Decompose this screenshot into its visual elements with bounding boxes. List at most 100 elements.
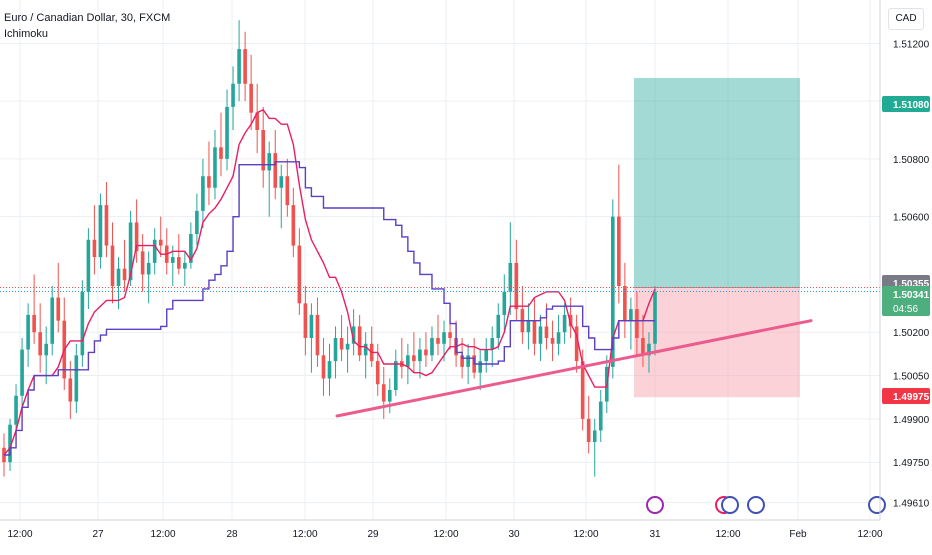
target-zone	[634, 78, 800, 288]
candle-body	[635, 309, 639, 338]
candle-body	[128, 222, 133, 281]
y-tick-label: 1.50200	[893, 328, 930, 339]
candle-body	[249, 83, 253, 113]
x-tick-label: 31	[649, 529, 661, 540]
candle-body	[170, 257, 175, 263]
candle-body	[176, 257, 181, 269]
event-marker-icon	[747, 496, 765, 514]
candle-body	[285, 176, 290, 206]
candle-body	[562, 314, 567, 333]
event-marker-icon	[646, 496, 664, 514]
symbol-title[interactable]: Euro / Canadian Dollar, 30, FXCM	[4, 12, 171, 24]
candle-body	[56, 297, 61, 321]
candle-body	[508, 262, 513, 292]
price-label-box	[882, 388, 930, 404]
candle-body	[273, 153, 278, 188]
candle-body	[357, 326, 362, 356]
candle-body	[267, 153, 272, 171]
candle-body	[418, 349, 422, 362]
candle-body	[158, 239, 163, 246]
price-label: 1.51080	[893, 100, 930, 111]
candle-body	[32, 314, 36, 333]
candle-body	[122, 268, 127, 281]
y-tick-label: 1.50600	[893, 213, 930, 224]
base-line	[4, 161, 655, 456]
price-label-box	[882, 96, 930, 112]
trend-line	[335, 319, 813, 418]
chart-legend: Euro / Canadian Dollar, 30, FXCM Ichimok…	[4, 10, 170, 42]
candle-body	[321, 355, 326, 379]
y-tick-label: 1.51200	[893, 39, 930, 50]
candle-body	[375, 361, 380, 385]
candle-body	[436, 338, 440, 344]
price-label: 1.50341	[893, 290, 930, 301]
candle-body	[225, 106, 229, 159]
candle-body	[580, 361, 585, 419]
candle-body	[207, 176, 211, 188]
stop-zone	[634, 287, 800, 398]
countdown-label: 04:56	[893, 304, 918, 315]
candle-body	[466, 355, 470, 367]
x-tick-label: Feb	[789, 529, 807, 540]
event-marker-icon	[868, 496, 886, 514]
candle-body	[213, 147, 217, 188]
price-label: 1.50355	[893, 279, 930, 290]
currency-button[interactable]: CAD	[888, 8, 924, 30]
indicator-label[interactable]: Ichimoku	[4, 28, 49, 40]
candle-body	[8, 424, 12, 463]
candle-body	[484, 349, 489, 362]
candle-body	[68, 378, 73, 402]
candle-body	[243, 49, 247, 84]
candle-body	[327, 361, 332, 379]
candle-body	[98, 205, 103, 258]
candle-body	[381, 384, 386, 402]
candle-body	[351, 326, 356, 344]
price-label: 1.49975	[893, 392, 930, 403]
candle-body	[110, 245, 115, 286]
x-tick-label: 12:00	[573, 529, 598, 540]
candle-body	[146, 262, 151, 275]
candle-body	[231, 83, 235, 107]
candle-body	[152, 239, 157, 263]
candle-body	[574, 326, 579, 362]
candle-body	[255, 112, 259, 130]
candle-body	[406, 355, 410, 367]
candle-body	[86, 239, 91, 292]
candle-body	[514, 262, 519, 310]
candle-body	[104, 205, 109, 246]
y-tick-label: 1.50800	[893, 155, 930, 166]
candle-body	[80, 291, 85, 356]
x-tick-label: 12:00	[715, 529, 740, 540]
candle-body	[526, 320, 531, 333]
candle-body	[237, 49, 241, 84]
x-tick-label: 12:00	[150, 529, 175, 540]
candle-body	[201, 176, 205, 211]
y-tick-label: 1.49900	[893, 415, 930, 426]
candle-body	[653, 291, 657, 344]
y-tick-label: 1.49750	[893, 458, 930, 469]
candle-body	[424, 349, 428, 356]
candle-body	[297, 245, 302, 304]
candle-body	[617, 216, 621, 286]
candle-body	[442, 332, 446, 344]
event-marker-icon	[721, 496, 739, 514]
candle-body	[623, 286, 627, 321]
candle-body	[586, 418, 591, 442]
candle-body	[339, 338, 344, 350]
candle-body	[20, 349, 24, 396]
candle-body	[412, 355, 416, 362]
candle-body	[309, 314, 314, 338]
candle-body	[92, 239, 97, 258]
candle-body	[140, 251, 145, 275]
candle-body	[345, 343, 350, 350]
x-tick-label: 30	[508, 529, 520, 540]
candle-body	[556, 332, 561, 344]
candle-body	[50, 297, 55, 344]
candle-body	[592, 430, 597, 442]
candle-body	[134, 222, 139, 252]
candle-body	[629, 309, 633, 321]
candle-body	[189, 234, 193, 263]
candle-body	[647, 343, 651, 356]
